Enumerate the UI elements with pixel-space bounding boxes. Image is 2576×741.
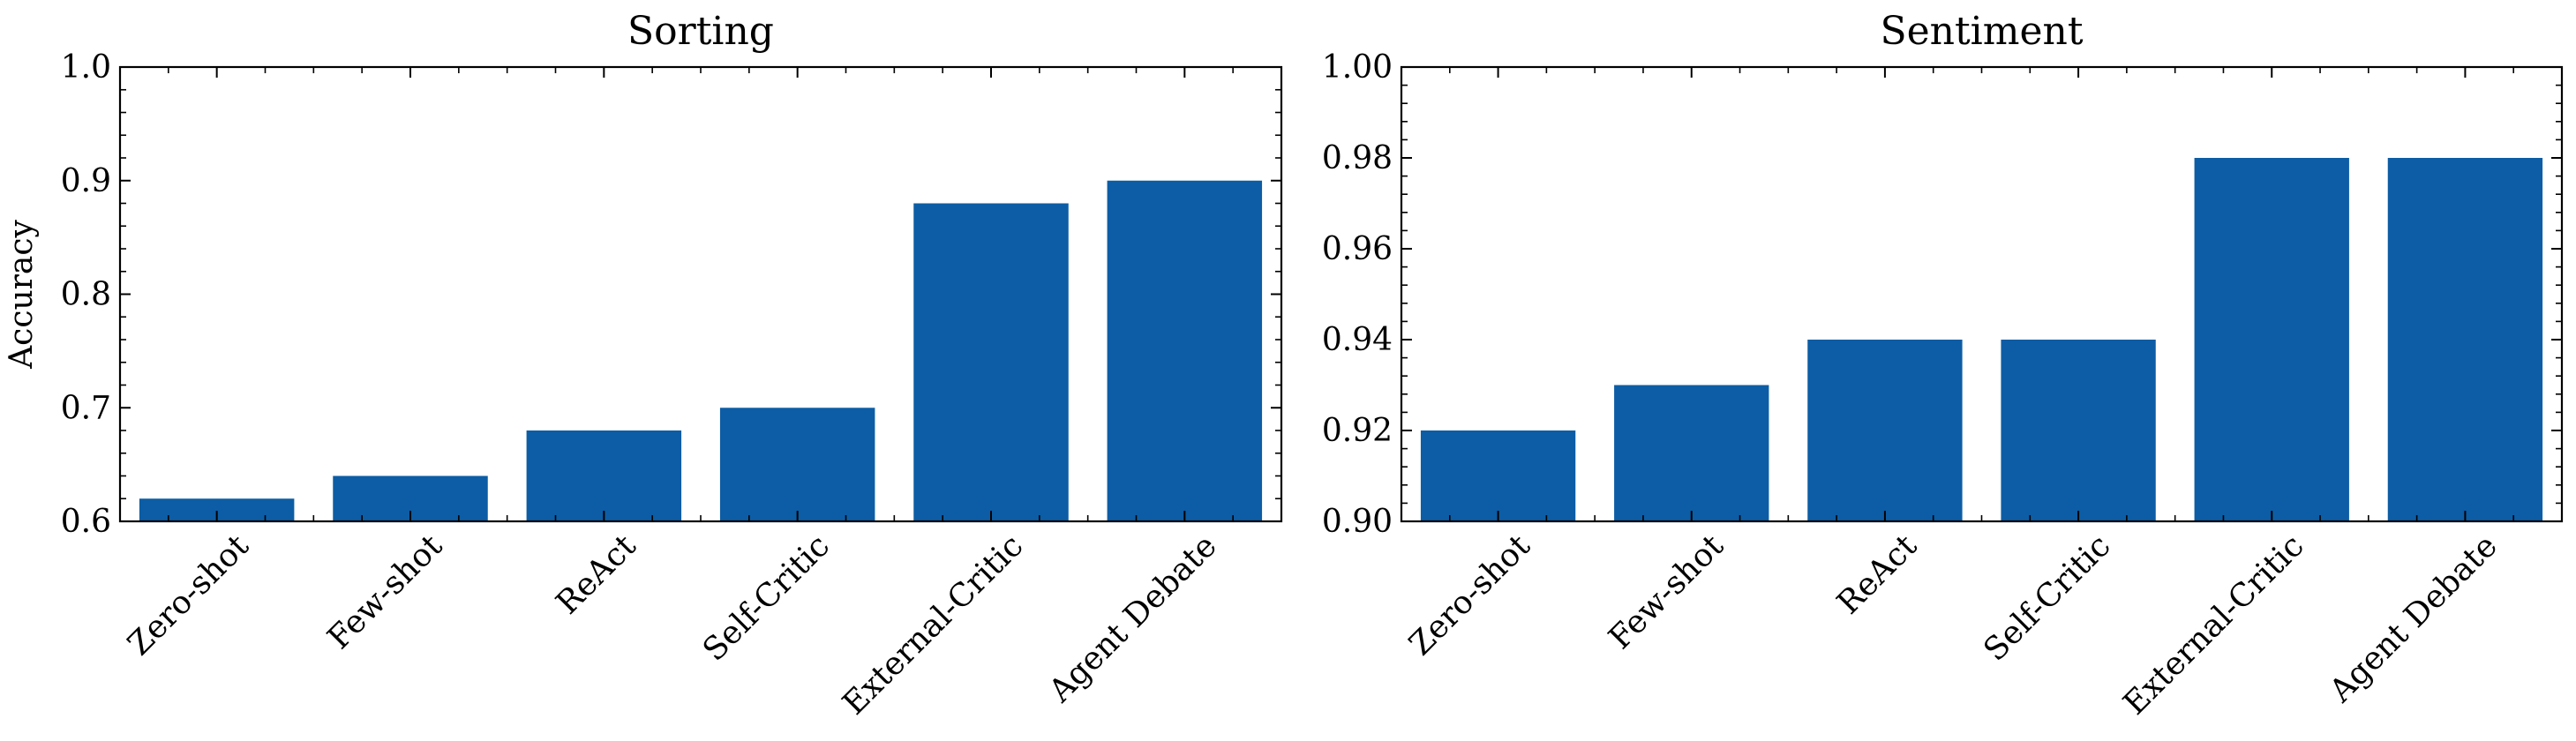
sentiment-ytick-label: 0.94 <box>1322 322 1393 358</box>
sorting-ytick-label: 1.0 <box>61 49 111 86</box>
sentiment-ytick-label: 0.90 <box>1322 504 1393 540</box>
sorting-bar-self-critic <box>719 408 875 521</box>
sorting-category-label: ReAct <box>550 528 643 621</box>
sentiment-chart: 0.90 0.92 0.94 0.96 0.98 1.00 Zero-shot Few-sho… <box>1322 9 2564 722</box>
sorting-ylabel: Accuracy <box>4 220 40 370</box>
sorting-bar-external-critic <box>913 203 1069 521</box>
sentiment-bar-zero-shot <box>1420 430 1576 521</box>
sorting-bar-agent-debate <box>1107 180 1263 521</box>
sorting-category-label: External-Critic <box>836 528 1030 722</box>
sorting-bar-react <box>526 430 682 521</box>
sorting-category-label: Zero-shot <box>121 528 256 662</box>
sorting-ytick-label: 0.6 <box>61 504 111 540</box>
sentiment-title: Sentiment <box>1880 9 2083 54</box>
sorting-category-label: Agent Debate <box>1041 528 1223 709</box>
sentiment-category-label: Few-shot <box>1602 528 1731 656</box>
sorting-category-label: Self-Critic <box>696 528 837 668</box>
sentiment-bar-external-critic <box>2194 158 2349 521</box>
sentiment-bar-react <box>1807 340 1963 521</box>
sentiment-ytick-label: 0.98 <box>1322 140 1393 176</box>
sentiment-bar-agent-debate <box>2387 158 2543 521</box>
sentiment-ytick-label: 0.96 <box>1322 231 1393 267</box>
sentiment-category-label: Agent Debate <box>2322 528 2504 709</box>
sentiment-ytick-label: 1.00 <box>1322 49 1393 86</box>
sentiment-category-label: ReAct <box>1830 528 1924 621</box>
sorting-ytick-label: 0.9 <box>61 163 111 199</box>
sentiment-bar-few-shot <box>1614 385 1769 521</box>
sorting-title: Sorting <box>627 9 774 54</box>
sorting-ytick-label: 0.7 <box>61 390 111 426</box>
sorting-category-label: Few-shot <box>321 528 450 656</box>
sorting-chart: 0.6 0.7 0.8 0.9 1.0 Zero-shot Few-shot ReAct Sel… <box>4 9 1283 722</box>
sentiment-ytick-label: 0.92 <box>1322 413 1393 449</box>
sentiment-bar-self-critic <box>2001 340 2156 521</box>
sentiment-category-label: Self-Critic <box>1977 528 2117 668</box>
sorting-ytick-label: 0.8 <box>61 277 111 313</box>
sentiment-category-label: Zero-shot <box>1402 528 1537 662</box>
sentiment-category-label: External-Critic <box>2116 528 2310 722</box>
